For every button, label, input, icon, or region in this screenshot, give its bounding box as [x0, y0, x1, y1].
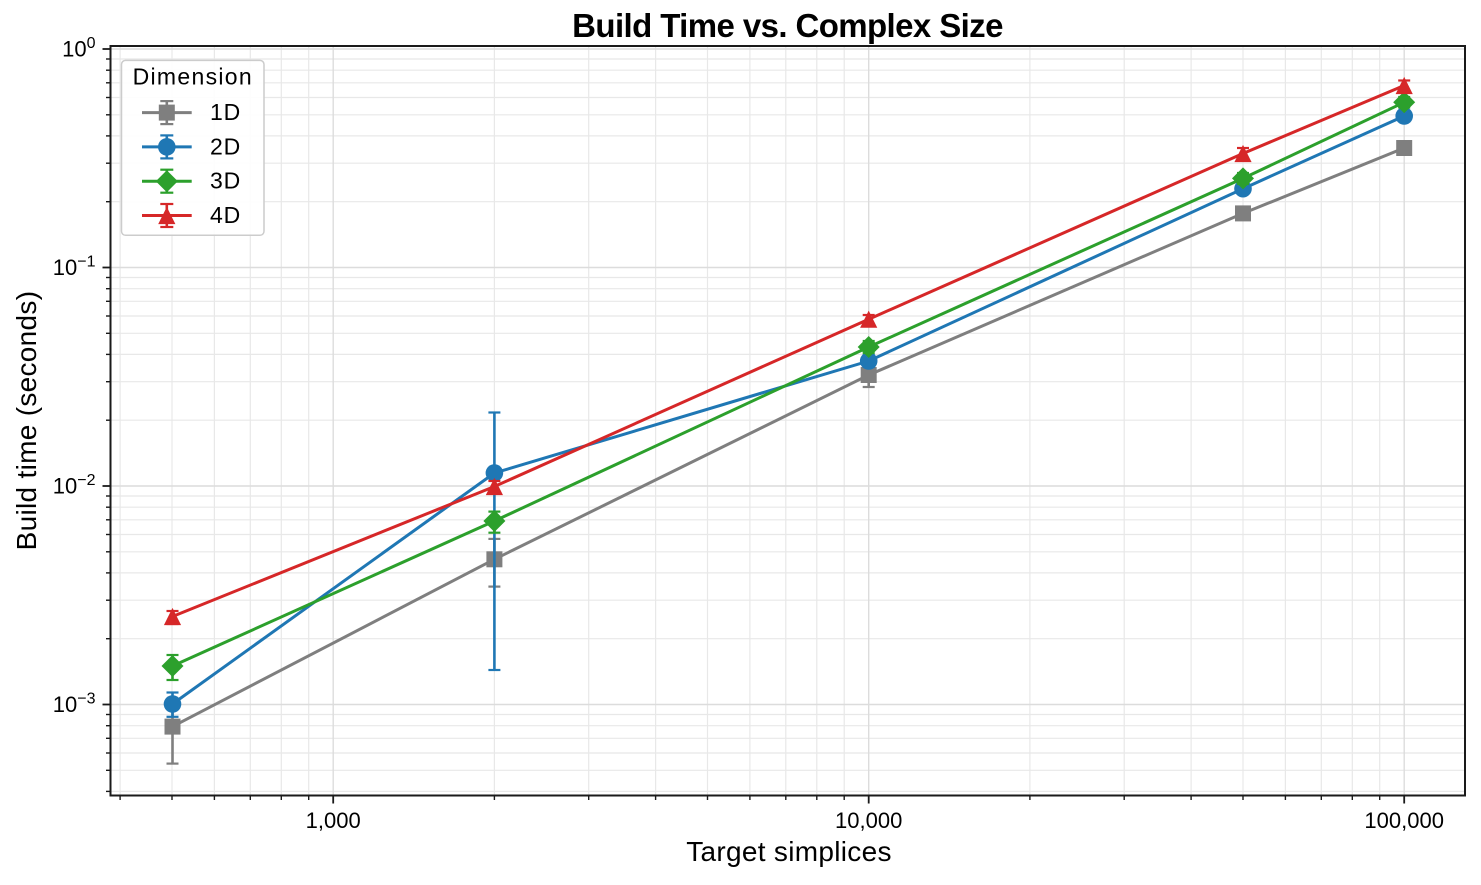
svg-text:10,000: 10,000 — [835, 808, 902, 833]
svg-text:Dimension: Dimension — [133, 64, 253, 90]
svg-text:2D: 2D — [210, 133, 241, 159]
svg-text:Build Time vs. Complex Size: Build Time vs. Complex Size — [572, 7, 1003, 44]
svg-text:10−2: 10−2 — [53, 472, 96, 499]
svg-text:Build time (seconds): Build time (seconds) — [11, 291, 42, 551]
svg-text:1D: 1D — [210, 99, 241, 125]
svg-text:4D: 4D — [210, 202, 241, 228]
svg-text:100,000: 100,000 — [1364, 808, 1444, 833]
svg-text:1,000: 1,000 — [306, 808, 361, 833]
svg-text:Target simplices: Target simplices — [686, 836, 892, 867]
svg-text:3D: 3D — [210, 168, 241, 194]
